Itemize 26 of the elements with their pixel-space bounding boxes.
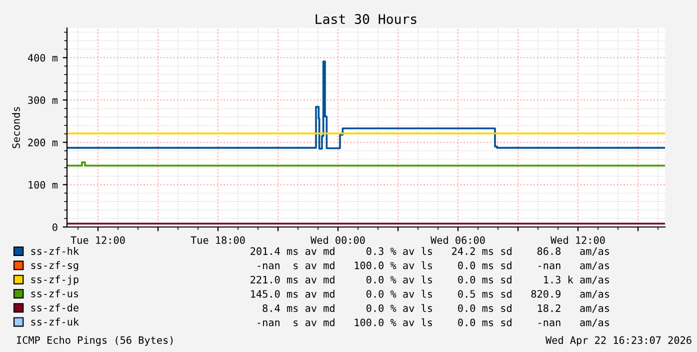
x-tick-label: Wed 00:00: [310, 236, 365, 244]
y-tick-label: 300 m: [28, 96, 58, 104]
x-tick-label: Tue 12:00: [70, 236, 125, 244]
chart-title: Last 30 Hours: [316, 14, 416, 24]
y-tick-label: 100 m: [28, 181, 58, 189]
legend-label: ss-zf-hk: [31, 247, 79, 255]
legend-label: ss-zf-jp: [31, 275, 78, 286]
text: 221.0 ms av md 0.0 % av ls 0.0 ms sd 1.3 k am/as: [250, 276, 610, 284]
y-axis-title: Seconds: [12, 107, 20, 148]
y-tick-label: 200 m: [28, 138, 58, 146]
text: Wed Apr 22 16:23:07 2026: [546, 336, 692, 346]
text: -nan s av md 100.0 % av ls 0.0 ms sd -nan am/as: [258, 318, 610, 328]
text: ICMP Echo Pings (56 Bytes): [16, 336, 173, 346]
y-tick-label: 400 m: [28, 54, 58, 62]
x-tick-label: Tue 18:00: [190, 236, 245, 244]
legend-label: ss-zf-sg: [31, 261, 78, 272]
text: 201.4 ms av md 0.3 % av ls 24.2 ms sd 86.8 am/as: [250, 247, 610, 256]
legend-label: ss-zf-us: [31, 290, 78, 298]
x-tick-label: Wed 06:00: [430, 236, 485, 244]
legend-label: ss-zf-de: [31, 304, 78, 312]
text: 145.0 ms av md 0.0 % av ls 0.5 ms sd 820.9 am/as: [251, 290, 610, 299]
text: -nan s av md 100.0 % av ls 0.0 ms sd -nan am/as: [258, 261, 610, 270]
text: 8.4 ms av md 0.0 % av ls 0.0 ms sd 18.2 am/as: [262, 304, 610, 313]
y-tick-label: 0: [52, 223, 58, 232]
legend-label: ss-zf-uk: [31, 318, 79, 326]
x-tick-label: Wed 12:00: [550, 236, 605, 244]
